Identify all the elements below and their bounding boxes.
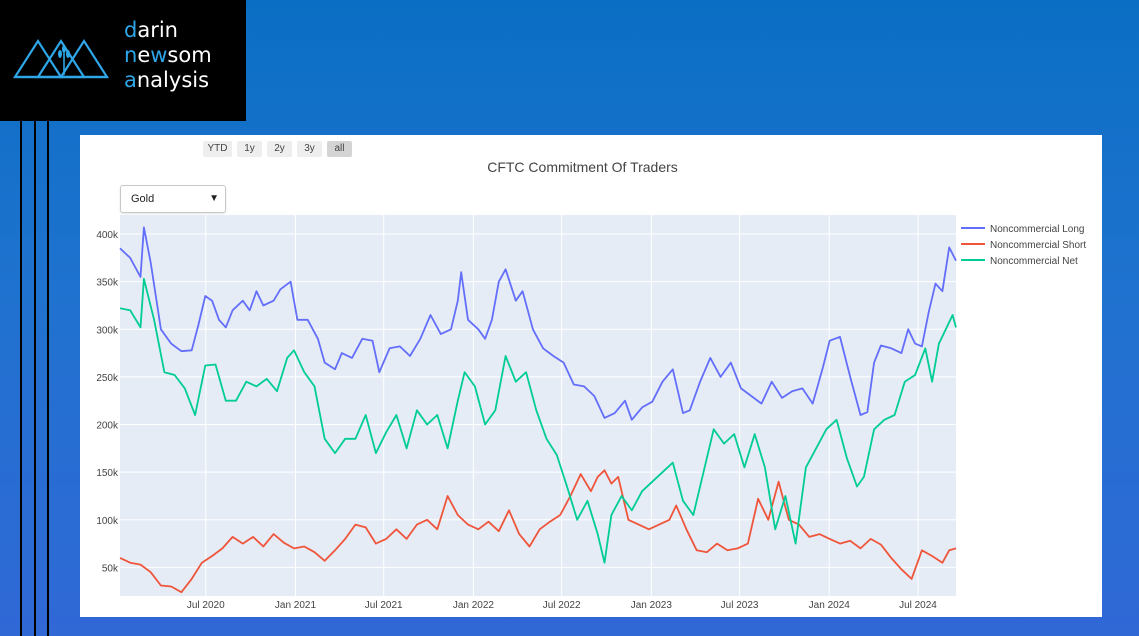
range-button-3y[interactable]: 3y bbox=[297, 141, 322, 157]
logo-letter: e bbox=[137, 43, 151, 67]
range-button-all[interactable]: all bbox=[327, 141, 352, 157]
x-tick-label: Jul 2024 bbox=[899, 600, 937, 611]
range-button-ytd[interactable]: YTD bbox=[203, 141, 232, 157]
series-line-noncommercial-long bbox=[119, 226, 957, 421]
logo: darin newsom analysis bbox=[0, 0, 246, 121]
x-tick-label: Jan 2023 bbox=[631, 600, 673, 611]
y-tick-label: 100k bbox=[96, 516, 119, 527]
x-tick-label: Jan 2024 bbox=[809, 600, 851, 611]
line-chart: 50k 100k 150k 200k 250k 300k 350k 400k Jul 2020 J… bbox=[96, 215, 1086, 611]
range-button-1y[interactable]: 1y bbox=[237, 141, 262, 157]
dropdown-value: Gold bbox=[131, 193, 155, 205]
legend-entry: Noncommercial Net bbox=[990, 256, 1078, 267]
logo-letter: w bbox=[150, 43, 168, 67]
logo-word: nalysis bbox=[136, 68, 210, 92]
decor-line bbox=[47, 121, 49, 636]
x-tick-label: Jul 2022 bbox=[543, 600, 581, 611]
mountain-logo-icon bbox=[12, 38, 110, 79]
commodity-dropdown[interactable]: Gold ▼ bbox=[120, 185, 226, 213]
y-tick-label: 350k bbox=[96, 278, 119, 289]
logo-letter: d bbox=[124, 18, 138, 42]
chart-title: CFTC Commitment Of Traders bbox=[487, 159, 678, 175]
x-tick-label: Jul 2023 bbox=[721, 600, 759, 611]
x-tick-label: Jul 2021 bbox=[365, 600, 403, 611]
logo-letter: a bbox=[124, 68, 137, 92]
legend-entry: Noncommercial Short bbox=[990, 240, 1086, 251]
x-tick-label: Jan 2021 bbox=[275, 600, 317, 611]
y-tick-label: 400k bbox=[96, 230, 119, 241]
decor-line bbox=[34, 121, 36, 636]
legend-entry: Noncommercial Long bbox=[990, 224, 1085, 235]
y-tick-label: 250k bbox=[96, 373, 119, 384]
logo-wordmark: darin newsom analysis bbox=[124, 18, 212, 93]
y-tick-label: 150k bbox=[96, 468, 119, 479]
series-line-noncommercial-net bbox=[119, 277, 957, 564]
series-line-noncommercial-short bbox=[119, 469, 957, 594]
decor-line bbox=[20, 121, 22, 636]
y-tick-label: 200k bbox=[96, 421, 119, 432]
range-button-2y[interactable]: 2y bbox=[267, 141, 292, 157]
logo-word: arin bbox=[137, 18, 178, 42]
y-tick-label: 50k bbox=[102, 563, 119, 574]
y-tick-label: 300k bbox=[96, 325, 119, 336]
caret-down-icon: ▼ bbox=[209, 193, 219, 204]
logo-word: som bbox=[167, 43, 212, 67]
x-tick-label: Jul 2020 bbox=[187, 600, 225, 611]
x-tick-label: Jan 2022 bbox=[453, 600, 495, 611]
chart-panel: YTD 1y 2y 3y all CFTC Commitment Of Trad… bbox=[80, 135, 1102, 617]
logo-letter: n bbox=[124, 43, 138, 67]
